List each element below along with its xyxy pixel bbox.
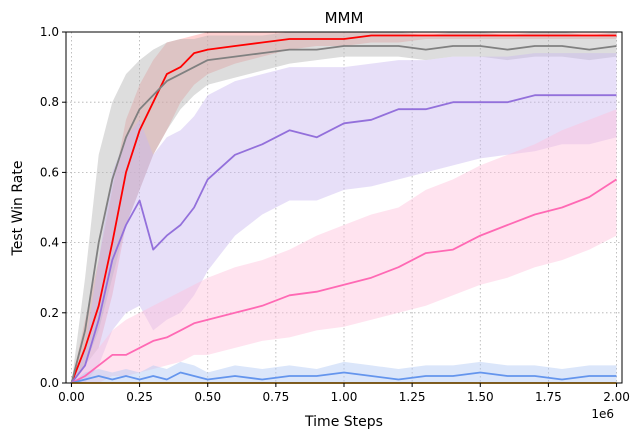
x-tick-label: 1.00 — [331, 390, 358, 404]
x-tick-label: 0.00 — [58, 390, 85, 404]
red-line — [70, 34, 617, 384]
x-tick-label: 2.00 — [603, 390, 630, 404]
gray-line — [70, 45, 617, 384]
y-tick-label: 1.0 — [40, 25, 59, 39]
y-tick-label: 0.4 — [40, 236, 59, 250]
x-axis-label: Time Steps — [304, 414, 383, 430]
chart-title: MMM — [325, 9, 364, 27]
y-axis-label: Test Win Rate — [10, 161, 26, 257]
x-tick-label: 1.75 — [535, 390, 562, 404]
x-tick-label: 1.25 — [399, 390, 426, 404]
y-tick-label: 0.8 — [40, 95, 59, 109]
purple-line — [70, 94, 617, 384]
pink-line — [71, 178, 617, 384]
blue-line — [71, 371, 617, 384]
x-axis-multiplier: 1e6 — [591, 407, 614, 421]
y-tick-label: 0.0 — [40, 376, 59, 390]
tick-layer: 0.00 0.25 0.50 0.75 1.00 1.25 1.50 1.75 2.00 0.0 0… — [40, 25, 630, 404]
band-layer — [71, 32, 617, 383]
pink-band — [71, 109, 617, 383]
y-tick-label: 0.6 — [40, 165, 59, 179]
x-tick-label: 1.50 — [467, 390, 494, 404]
x-tick-label: 0.25 — [126, 390, 153, 404]
x-tick-label: 0.75 — [263, 390, 290, 404]
y-tick-label: 0.2 — [40, 306, 59, 320]
purple-band — [71, 53, 617, 383]
x-tick-label: 0.50 — [194, 390, 221, 404]
